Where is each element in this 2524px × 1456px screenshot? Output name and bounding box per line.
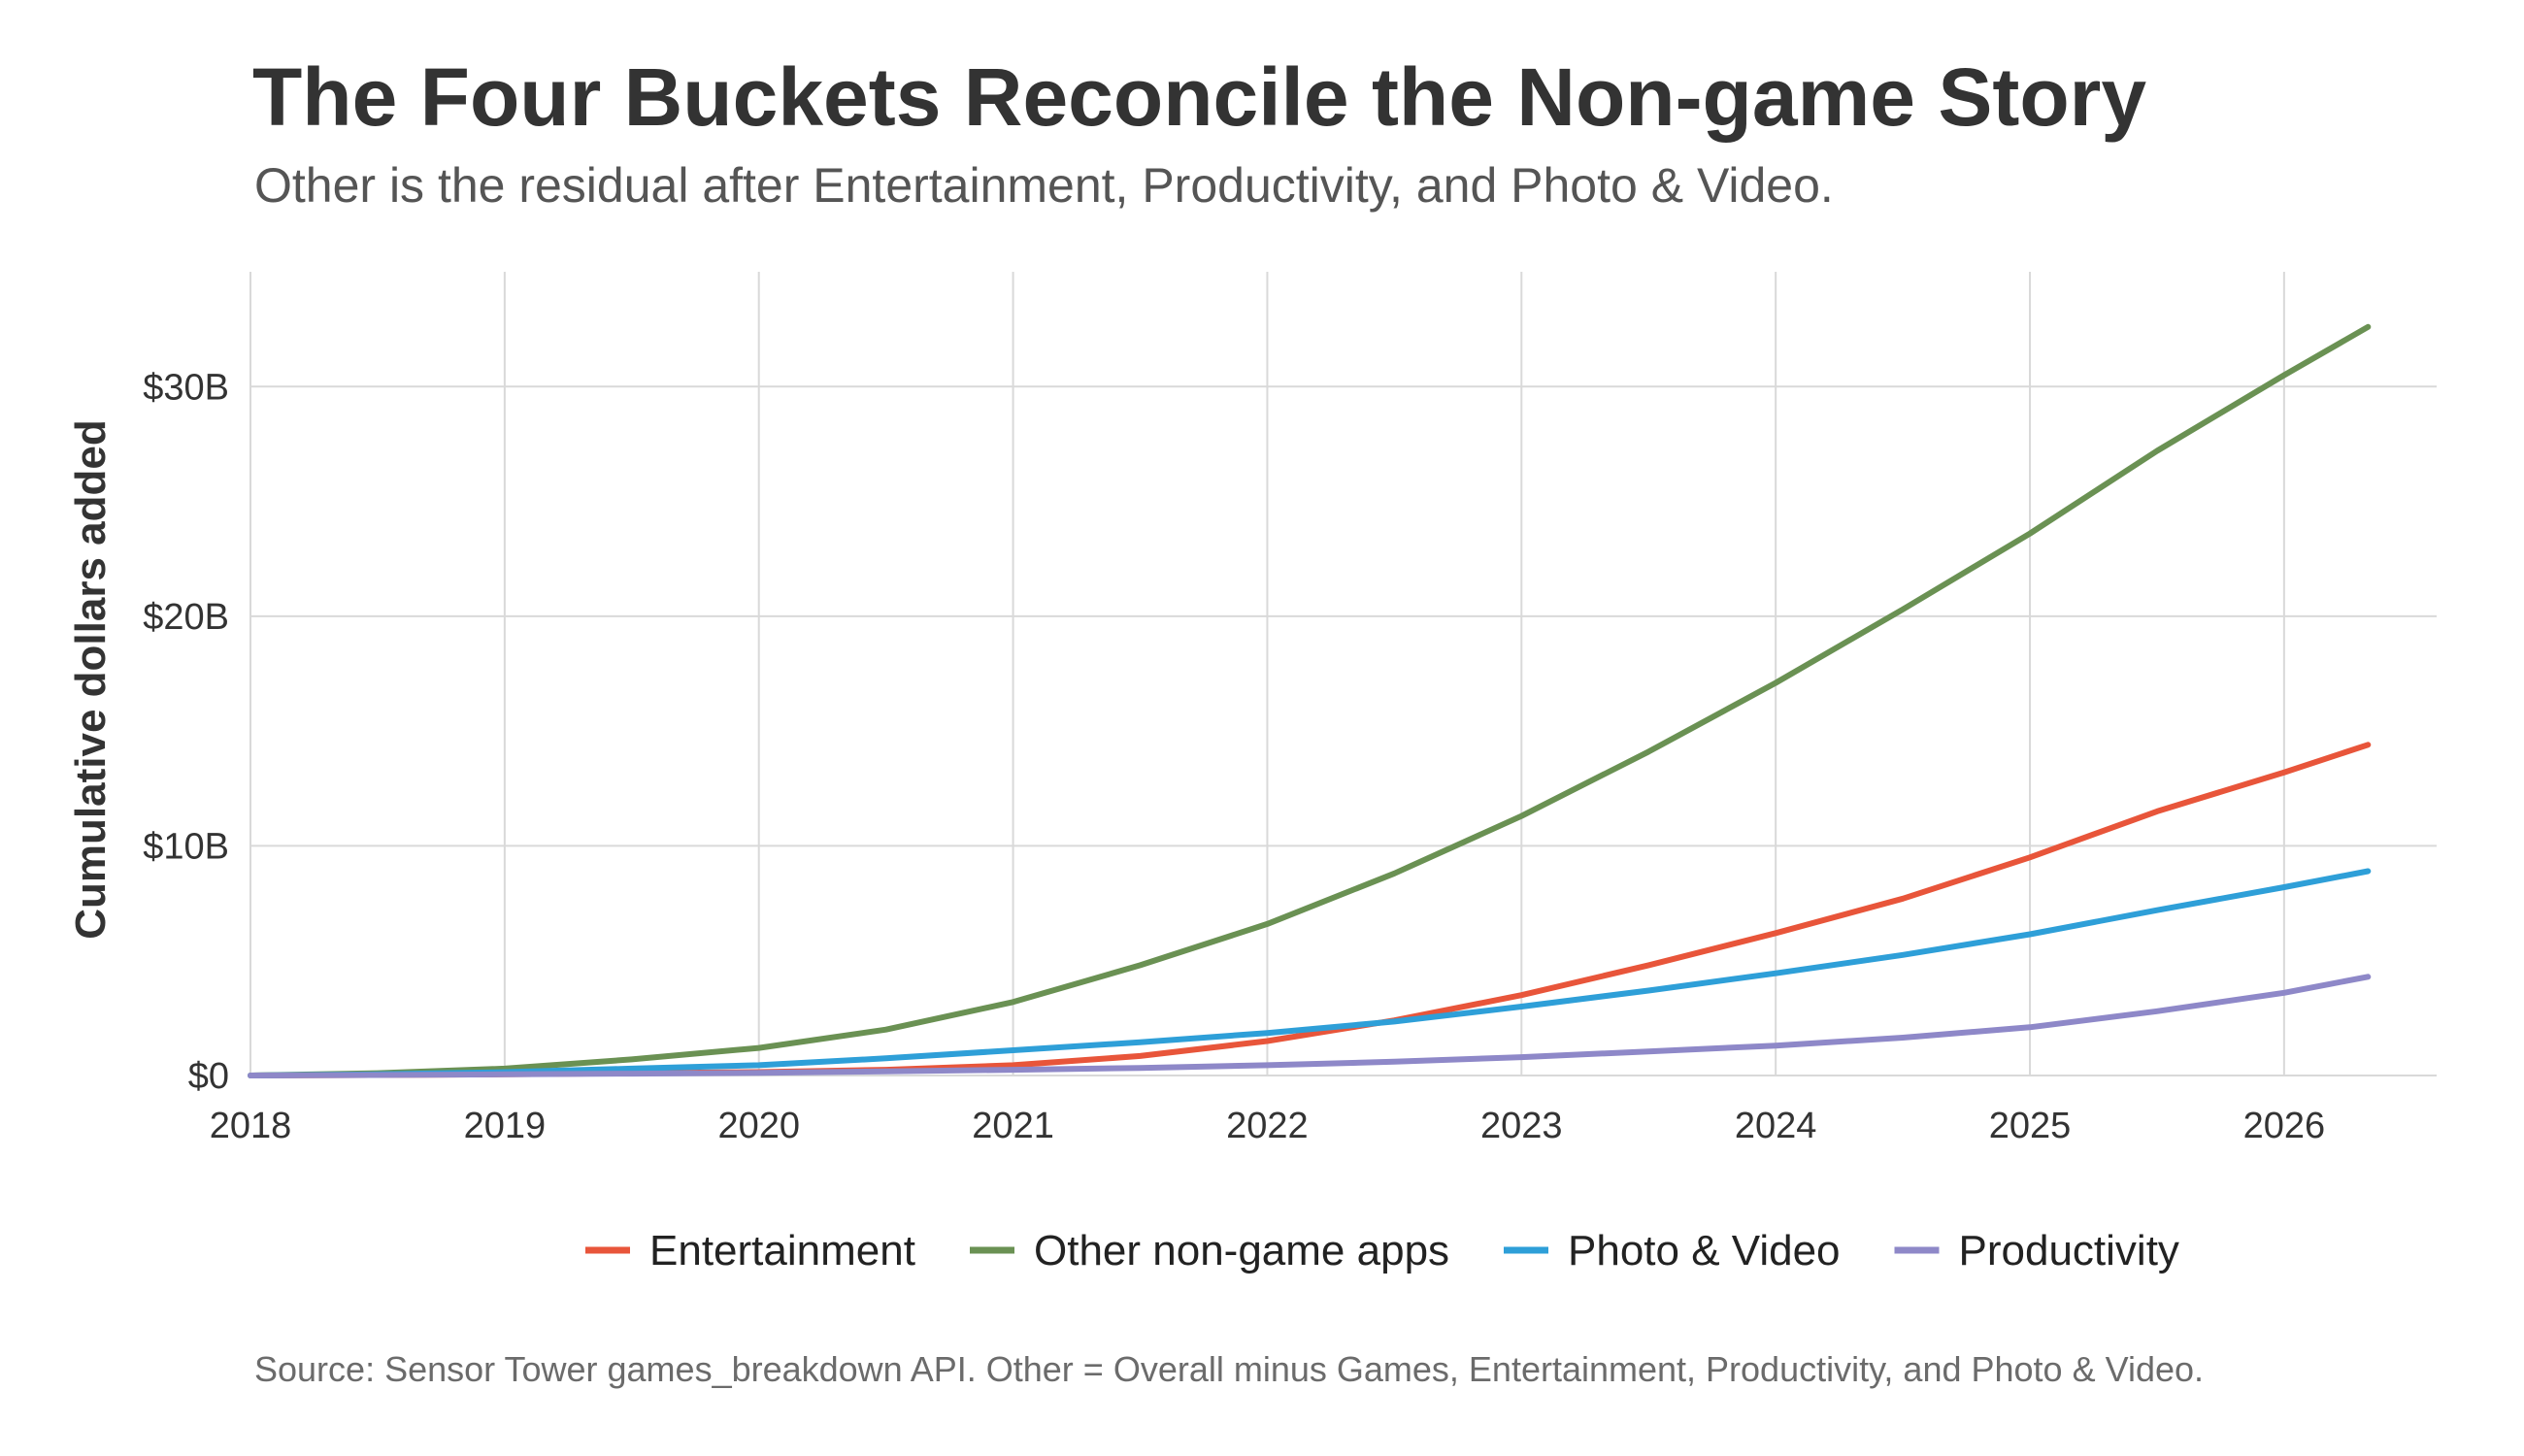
- x-axis-ticks: 2018 2019 2020 2021 2022 2023 2024 2025 2026: [210, 1106, 2325, 1146]
- legend-label: Productivity: [1959, 1227, 2179, 1274]
- legend-item: Other non-game apps: [970, 1227, 1449, 1274]
- x-tick-label: 2018: [210, 1106, 292, 1146]
- x-tick-label: 2021: [972, 1106, 1054, 1146]
- chart-title: The Four Buckets Reconcile the Non-game …: [252, 51, 2147, 143]
- series-line-3: [248, 974, 2372, 1078]
- y-axis-ticks: $0 $10B $20B $30B: [143, 367, 229, 1097]
- y-axis-label: Cumulative dollars added: [67, 419, 115, 939]
- source-caption: Source: Sensor Tower games_breakdown API…: [254, 1349, 2205, 1389]
- legend-label: Entertainment: [649, 1227, 915, 1274]
- series-line-1: [248, 323, 2372, 1078]
- x-tick-label: 2019: [464, 1106, 547, 1146]
- chart-subtitle: Other is the residual after Entertainmen…: [254, 158, 1834, 213]
- y-tick-label: $30B: [143, 367, 229, 408]
- y-tick-label: $0: [188, 1056, 229, 1097]
- legend-item: Productivity: [1894, 1227, 2179, 1274]
- y-tick-label: $10B: [143, 826, 229, 867]
- x-tick-label: 2022: [1226, 1106, 1309, 1146]
- y-tick-label: $20B: [143, 597, 229, 638]
- grid-lines: [249, 272, 2437, 1076]
- legend-item: Entertainment: [585, 1227, 915, 1274]
- x-tick-label: 2023: [1480, 1106, 1563, 1146]
- legend-label: Other non-game apps: [1034, 1227, 1449, 1274]
- legend-item: Photo & Video: [1504, 1227, 1841, 1274]
- x-tick-label: 2024: [1735, 1106, 1817, 1146]
- x-tick-label: 2020: [717, 1106, 800, 1146]
- legend: Entertainment Other non-game apps Photo & …: [585, 1227, 2179, 1274]
- legend-label: Photo & Video: [1568, 1227, 1841, 1274]
- x-tick-label: 2026: [2243, 1106, 2326, 1146]
- series-line-2: [248, 868, 2372, 1078]
- x-tick-label: 2025: [1989, 1106, 2072, 1146]
- series-lines: [248, 323, 2372, 1078]
